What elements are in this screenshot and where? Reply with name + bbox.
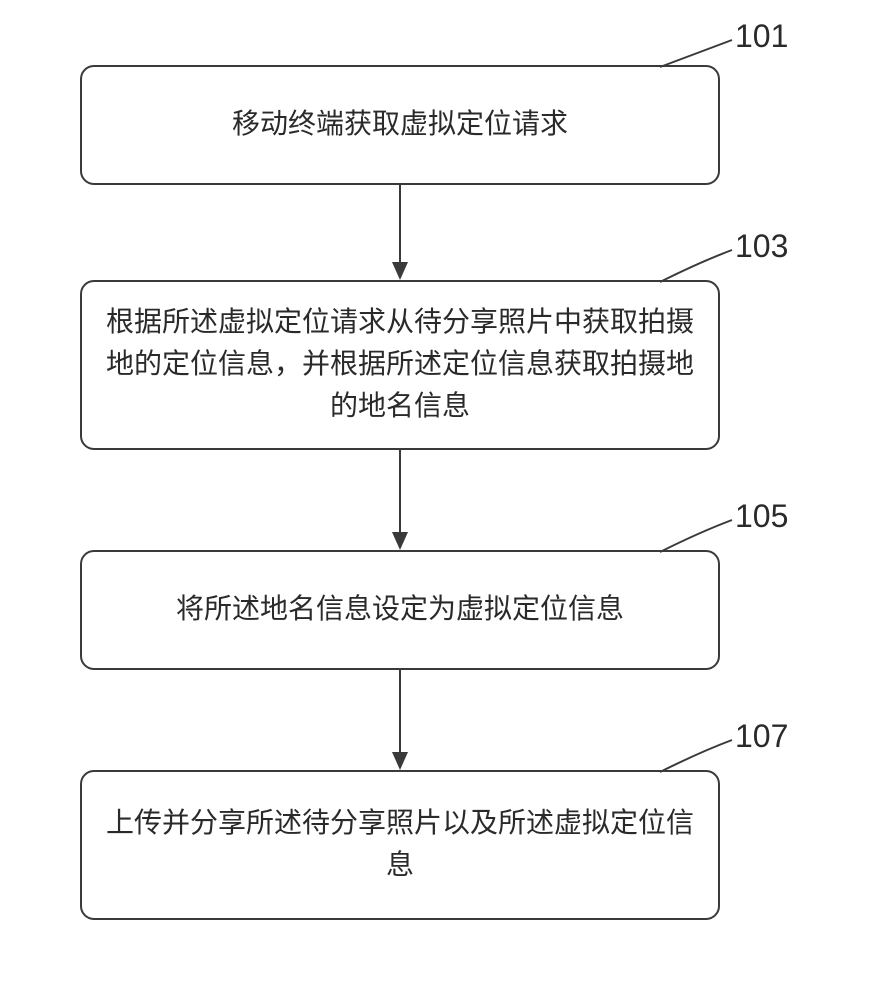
flow-node-text: 将所述地名信息设定为虚拟定位信息 bbox=[176, 589, 624, 631]
node-label-101: 101 bbox=[735, 18, 788, 55]
flow-node-101: 移动终端获取虚拟定位请求 bbox=[80, 65, 720, 185]
flow-node-text: 移动终端获取虚拟定位请求 bbox=[232, 104, 568, 146]
flow-arrow bbox=[384, 450, 416, 552]
node-label-107: 107 bbox=[735, 718, 788, 755]
flow-node-107: 上传并分享所述待分享照片以及所述虚拟定位信息 bbox=[80, 770, 720, 920]
flow-node-text: 上传并分享所述待分享照片以及所述虚拟定位信息 bbox=[104, 803, 696, 887]
flow-arrow bbox=[384, 185, 416, 282]
node-label-103: 103 bbox=[735, 228, 788, 265]
node-label-105: 105 bbox=[735, 498, 788, 535]
flow-arrow bbox=[384, 670, 416, 772]
flow-node-text: 根据所述虚拟定位请求从待分享照片中获取拍摄地的定位信息，并根据所述定位信息获取拍… bbox=[104, 302, 696, 428]
flow-node-103: 根据所述虚拟定位请求从待分享照片中获取拍摄地的定位信息，并根据所述定位信息获取拍… bbox=[80, 280, 720, 450]
flow-node-105: 将所述地名信息设定为虚拟定位信息 bbox=[80, 550, 720, 670]
